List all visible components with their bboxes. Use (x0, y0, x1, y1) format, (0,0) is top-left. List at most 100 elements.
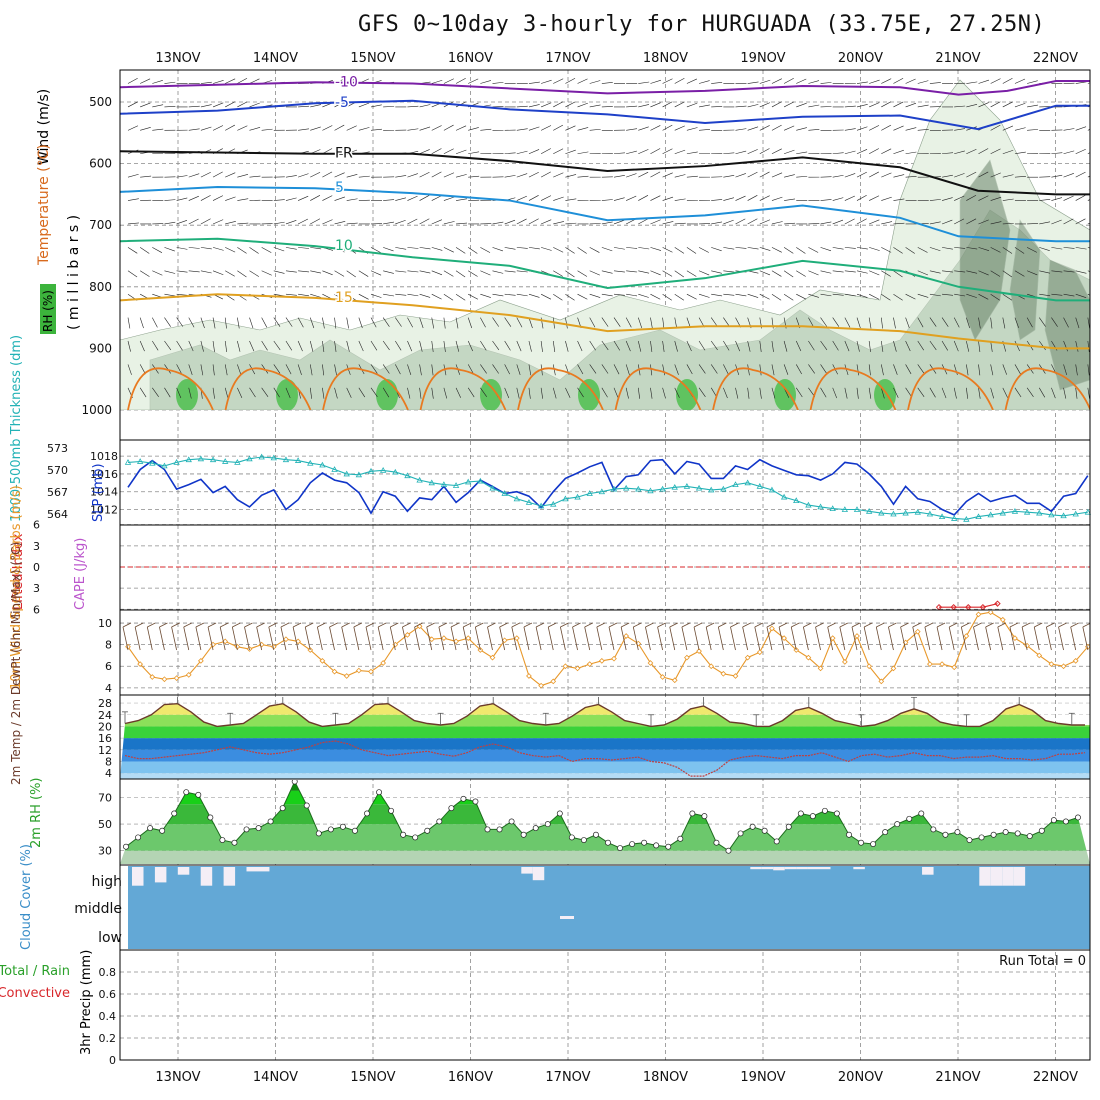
wind-barb (188, 195, 199, 201)
isotherm-20 (127, 367, 214, 410)
wind-tick: 8 (105, 639, 112, 652)
wind-barb (261, 128, 273, 131)
wind-speed-marker (1072, 657, 1079, 664)
wind-barb (492, 270, 504, 274)
thickness-marker (586, 490, 593, 496)
rh-tick: 50 (98, 818, 112, 831)
wind-barb (771, 340, 774, 352)
wind-barb (140, 78, 151, 84)
wind-barb (492, 247, 504, 252)
wind-barb (540, 195, 552, 201)
wind-barb (650, 340, 653, 352)
wind-speed-marker (368, 668, 374, 675)
wind-barb (650, 293, 661, 300)
wind-barb (1075, 171, 1086, 178)
wind-barb-10m (462, 626, 469, 651)
wind-barb (456, 222, 468, 225)
wind-barb (844, 317, 851, 328)
wind-barb-flag (803, 622, 812, 628)
wind-barb (1002, 78, 1013, 84)
wind-barb (881, 317, 883, 329)
wind-barb (188, 128, 200, 131)
wind-barb-10m (134, 626, 141, 651)
wind-barb (650, 102, 661, 108)
wind-speed-marker (1036, 652, 1043, 659)
wind-barb-10m (292, 626, 299, 651)
wind-barb (443, 196, 455, 201)
wind-barb (395, 270, 407, 273)
wind-barb (309, 317, 315, 329)
wind-barb (577, 127, 589, 131)
wind-barb (686, 270, 697, 277)
wind-barb (1014, 78, 1026, 84)
wind-barb (650, 125, 661, 131)
wind-barb (334, 172, 345, 178)
rh-tick: 70 (98, 792, 112, 805)
temp-tick: 28 (98, 697, 112, 710)
wind-barb (674, 222, 686, 225)
wind-barb-flag (876, 622, 885, 628)
wind-barb (492, 81, 504, 84)
wind-barb (601, 317, 609, 327)
wind-barb (1014, 364, 1021, 375)
wind-barb-10m (645, 626, 651, 651)
wind-barb-10m (523, 626, 530, 651)
wind-barb-10m (560, 626, 566, 651)
wind-barb (759, 270, 771, 276)
wind-barb (625, 364, 630, 375)
wind-barb (395, 364, 401, 375)
wind-barb (917, 80, 929, 84)
wind-barb (1063, 317, 1069, 328)
wind-barb-flag (924, 622, 934, 628)
wind-barb (868, 387, 872, 399)
wind-barb-10m (839, 626, 846, 651)
wind-barb (127, 270, 138, 278)
wind-barb (710, 364, 718, 374)
wind-barb (978, 387, 981, 399)
wind-barb (735, 218, 746, 225)
thickness-marker (501, 490, 508, 496)
rh-band (120, 781, 1090, 791)
wind-barb (650, 195, 661, 201)
temp-band (120, 703, 1090, 715)
lifted-line (939, 603, 998, 608)
wind-barb (953, 387, 957, 399)
wind-barb-10m (438, 626, 445, 651)
wind-barb-flag (147, 622, 156, 628)
wind-barb (1075, 364, 1078, 376)
wind-barb (164, 81, 176, 84)
wind-barb (613, 219, 625, 225)
wind-barb (783, 270, 794, 278)
cloud-gap (223, 867, 236, 886)
wind-barb (796, 78, 807, 84)
precip-tick: 0.4 (99, 1010, 117, 1023)
wind-barb-flag (1046, 622, 1055, 628)
wind-barb (808, 293, 819, 298)
wind-barb (249, 340, 255, 352)
rh-marker (520, 831, 527, 838)
wind-barb (905, 151, 917, 155)
temp-tick: 4 (105, 767, 112, 780)
wind-barb (1087, 293, 1090, 296)
rh-marker (460, 795, 467, 802)
wind-barb (285, 364, 292, 375)
rh-marker (388, 807, 395, 814)
wind-barb (455, 77, 466, 84)
ylabel-cloud: Cloud Cover (%) (19, 844, 34, 950)
precip-tick: 0.2 (99, 1032, 117, 1045)
rh-band (120, 850, 1090, 864)
wind-barb (334, 221, 346, 225)
wind-barb (528, 364, 532, 376)
wind-barb-flag (791, 622, 800, 628)
rh-marker (243, 826, 250, 833)
wind-barb (1039, 293, 1051, 297)
wind-barb (1014, 387, 1022, 398)
rh-marker (1050, 817, 1057, 824)
wind-barb (601, 387, 608, 398)
thickness-marker (975, 513, 982, 520)
date-tick-top: 21NOV (935, 51, 980, 66)
wind-barb (200, 270, 212, 274)
wind-barb (1075, 218, 1086, 225)
rh-marker (906, 815, 913, 822)
wind-barb (893, 387, 899, 398)
